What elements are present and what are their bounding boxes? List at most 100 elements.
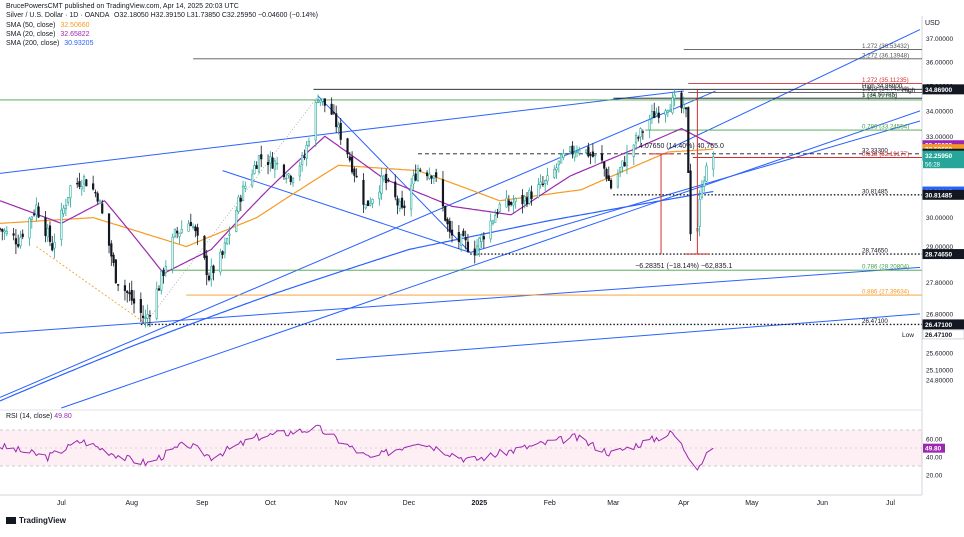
candle bbox=[573, 145, 576, 162]
candle bbox=[489, 213, 492, 243]
candle-body bbox=[655, 113, 658, 116]
candle bbox=[171, 233, 174, 274]
candle-body bbox=[559, 154, 563, 164]
candle bbox=[351, 151, 354, 175]
candle bbox=[85, 178, 88, 187]
candle-body bbox=[512, 202, 515, 206]
candle-body bbox=[323, 98, 326, 106]
candle bbox=[173, 228, 177, 239]
candle bbox=[575, 145, 579, 158]
candle bbox=[603, 161, 606, 177]
candle bbox=[32, 209, 36, 217]
candle-body bbox=[387, 179, 390, 182]
candle-body bbox=[539, 181, 542, 185]
candle bbox=[180, 220, 183, 234]
candle bbox=[337, 121, 340, 135]
legend-sma20[interactable]: SMA (20, close) 32.65822 bbox=[6, 31, 90, 39]
candle bbox=[107, 213, 111, 254]
candle bbox=[94, 189, 97, 198]
candle bbox=[712, 151, 715, 177]
candle bbox=[0, 227, 2, 232]
candle-body bbox=[425, 172, 429, 177]
candle-body bbox=[189, 221, 192, 227]
candle bbox=[155, 281, 158, 321]
y-tick-label: 29.00000 bbox=[926, 244, 953, 251]
candle-body bbox=[139, 299, 142, 313]
candle-body bbox=[584, 149, 588, 153]
candle-body bbox=[589, 154, 592, 156]
candle-body bbox=[510, 201, 513, 205]
candle-body bbox=[607, 175, 610, 181]
candle bbox=[616, 169, 619, 189]
candle bbox=[282, 163, 286, 180]
candle-body bbox=[514, 198, 517, 202]
candle-body bbox=[594, 154, 597, 157]
candle bbox=[473, 240, 476, 264]
candle bbox=[475, 238, 479, 256]
candle bbox=[578, 146, 581, 156]
candle bbox=[362, 173, 365, 214]
candle bbox=[67, 197, 70, 206]
candle-body bbox=[648, 119, 651, 131]
candle bbox=[62, 204, 65, 218]
trend-line bbox=[0, 90, 716, 398]
candle bbox=[600, 145, 604, 164]
level-label: 26.47100 bbox=[862, 318, 888, 325]
x-tick-label: Nov bbox=[335, 500, 348, 507]
candle bbox=[321, 98, 324, 106]
candle bbox=[37, 202, 40, 219]
candle-body bbox=[85, 179, 88, 187]
candle-body bbox=[12, 233, 15, 236]
candle-body bbox=[366, 200, 370, 207]
symbol-name: Silver / U.S. Dollar · 1D · OANDA bbox=[6, 12, 110, 19]
candle-body bbox=[321, 98, 324, 102]
trend-line bbox=[0, 90, 684, 174]
sma20-value: 32.65822 bbox=[60, 31, 90, 38]
candle-body bbox=[237, 196, 240, 212]
candle bbox=[450, 220, 454, 243]
candle bbox=[637, 135, 640, 142]
candle bbox=[191, 223, 195, 230]
legend-sma50[interactable]: SMA (50, close) 32.50660 bbox=[6, 22, 90, 30]
candle-body bbox=[285, 177, 288, 180]
candle bbox=[482, 232, 485, 249]
candle-body bbox=[364, 203, 367, 209]
candle bbox=[101, 199, 104, 215]
candle bbox=[305, 141, 308, 167]
candle-body bbox=[348, 156, 351, 161]
sma20-line bbox=[0, 127, 714, 275]
candle-body bbox=[287, 173, 290, 176]
candle bbox=[335, 105, 338, 133]
candle-body bbox=[171, 236, 174, 270]
candle-body bbox=[351, 156, 354, 173]
candle bbox=[510, 200, 513, 207]
candle-body bbox=[316, 100, 320, 103]
candle-body bbox=[621, 160, 624, 168]
legend-sma200[interactable]: SMA (200, close) 30.93205 bbox=[6, 40, 93, 48]
candle-body bbox=[1, 228, 4, 232]
candle-body bbox=[142, 315, 145, 319]
candle-body bbox=[689, 170, 692, 235]
candle-body bbox=[637, 137, 640, 139]
candle-body bbox=[244, 185, 247, 189]
candle-body bbox=[553, 169, 556, 178]
candle-body bbox=[191, 226, 195, 228]
candle-body bbox=[332, 112, 336, 114]
candle-body bbox=[144, 317, 147, 319]
candle bbox=[385, 168, 388, 191]
candle bbox=[64, 198, 67, 217]
candle bbox=[17, 234, 20, 249]
candle-body bbox=[684, 107, 688, 110]
candle bbox=[621, 160, 624, 173]
candle-body bbox=[330, 103, 333, 115]
candle bbox=[257, 154, 261, 175]
candle-body bbox=[641, 131, 644, 133]
candle bbox=[314, 100, 317, 147]
candle-body bbox=[207, 275, 211, 281]
candle-body bbox=[35, 204, 38, 216]
tradingview-logo-icon bbox=[6, 517, 16, 525]
candle bbox=[498, 202, 501, 213]
candle-body bbox=[448, 220, 451, 233]
